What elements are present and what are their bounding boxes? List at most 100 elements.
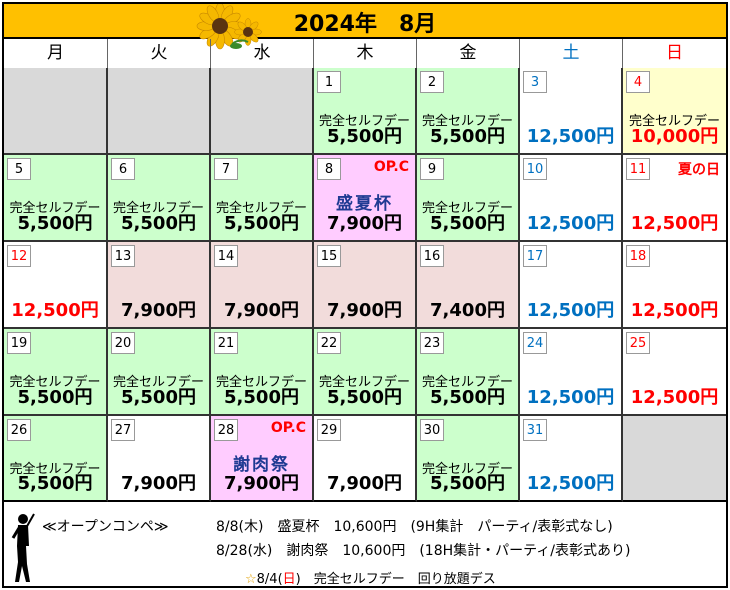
footer-note-date: 8/4( (256, 572, 283, 587)
day-number: 15 (317, 245, 341, 267)
day-price: 5,500円 (224, 387, 299, 408)
day-price: 12,500円 (630, 300, 719, 321)
day-price: 12,500円 (526, 473, 615, 494)
day-price: 5,500円 (430, 126, 505, 147)
day-cell: 29 7,900円 (314, 416, 417, 502)
day-number: 13 (111, 245, 135, 267)
day-price: 5,500円 (224, 213, 299, 234)
day-cell: 8 OP.C 盛夏杯 7,900円 (314, 155, 417, 242)
day-label: 完全セルフデー (9, 201, 101, 216)
day-number: 28 (214, 419, 238, 441)
day-price: 7,900円 (121, 300, 196, 321)
day-cell: 28 OP.C 謝肉祭 7,900円 (211, 416, 314, 502)
day-cell: 22 完全セルフデー 5,500円 (314, 329, 417, 416)
day-number: 11 (626, 158, 650, 180)
weekday-label: 月 (4, 39, 108, 68)
day-label: 完全セルフデー (9, 375, 101, 390)
day-label: 完全セルフデー (9, 462, 101, 477)
day-cell: 11 夏の日 12,500円 (623, 155, 726, 242)
day-number: 24 (523, 332, 547, 354)
day-label: 完全セルフデー (215, 201, 307, 216)
day-price: 5,500円 (121, 387, 196, 408)
weekday-label: 火 (108, 39, 211, 68)
day-number: 29 (317, 419, 341, 441)
empty-cell (623, 416, 726, 502)
day-number: 3 (523, 71, 547, 93)
sunflower-icon (196, 2, 276, 58)
day-cell: 2 完全セルフデー 5,500円 (417, 68, 520, 155)
day-cell: 16 7,400円 (417, 242, 520, 329)
day-cell: 1 完全セルフデー 5,500円 (314, 68, 417, 155)
day-cell: 6 完全セルフデー 5,500円 (108, 155, 211, 242)
day-tag: 夏の日 (678, 162, 720, 178)
compe-line-1: 8/8(木) 盛夏杯 10,600円 (9H集計 パーティ/表彰式なし) (216, 519, 613, 535)
weekday-label: 金 (417, 39, 520, 68)
day-cell: 17 12,500円 (520, 242, 623, 329)
day-price: 7,900円 (327, 213, 402, 234)
day-cell: 10 12,500円 (520, 155, 623, 242)
day-label: 完全セルフデー (421, 201, 513, 216)
weekday-label: 木 (314, 39, 417, 68)
day-tag: OP.C (373, 159, 409, 175)
day-number: 20 (111, 332, 135, 354)
star-icon: ☆ (245, 572, 257, 587)
footer-note-sunday: 日 (282, 572, 296, 587)
day-number: 23 (420, 332, 444, 354)
day-cell: 24 12,500円 (520, 329, 623, 416)
day-price: 12,500円 (526, 213, 615, 234)
day-number: 4 (626, 71, 650, 93)
day-price: 7,900円 (224, 300, 299, 321)
day-cell: 5 完全セルフデー 5,500円 (4, 155, 108, 242)
day-price: 5,500円 (17, 387, 93, 408)
day-number: 9 (420, 158, 444, 180)
day-cell: 27 7,900円 (108, 416, 211, 502)
day-number: 17 (523, 245, 547, 267)
day-price: 5,500円 (327, 126, 402, 147)
day-cell: 13 7,900円 (108, 242, 211, 329)
footer-note: ☆8/4(日) 完全セルフデー 回り放題デス (245, 568, 496, 587)
event-name: 盛夏杯 (336, 194, 393, 214)
weekday-header: 月火水木金土 日 (4, 39, 726, 70)
day-number: 8 (317, 158, 341, 180)
day-cell: 15 7,900円 (314, 242, 417, 329)
empty-cell (108, 68, 211, 155)
day-price: 5,500円 (17, 213, 93, 234)
day-cell: 21 完全セルフデー 5,500円 (211, 329, 314, 416)
day-number: 7 (214, 158, 238, 180)
day-number: 25 (626, 332, 650, 354)
day-cell: 26 完全セルフデー 5,500円 (4, 416, 108, 502)
compe-line-2: 8/28(水) 謝肉祭 10,600円 (18H集計・パーティ/表彰式あり) (216, 543, 631, 559)
day-label: 完全セルフデー (318, 114, 410, 129)
day-number: 31 (523, 419, 547, 441)
day-cell: 20 完全セルフデー 5,500円 (108, 329, 211, 416)
day-price: 7,900円 (224, 473, 299, 494)
day-price: 5,500円 (17, 473, 93, 494)
day-cell: 30 完全セルフデー 5,500円 (417, 416, 520, 502)
day-number: 14 (214, 245, 238, 267)
day-number: 26 (7, 419, 31, 441)
day-price: 7,900円 (121, 473, 196, 494)
day-number: 6 (111, 158, 135, 180)
page-title: 2024年 8月 (293, 12, 437, 37)
empty-cell (211, 68, 314, 155)
day-price: 12,500円 (630, 387, 719, 408)
day-price: 12,500円 (526, 126, 615, 147)
day-price: 10,000円 (630, 126, 719, 147)
day-number: 22 (317, 332, 341, 354)
day-cell: 23 完全セルフデー 5,500円 (417, 329, 520, 416)
day-cell: 19 完全セルフデー 5,500円 (4, 329, 108, 416)
day-number: 10 (523, 158, 547, 180)
day-cell: 7 完全セルフデー 5,500円 (211, 155, 314, 242)
day-price: 12,500円 (526, 387, 615, 408)
day-price: 12,500円 (630, 213, 719, 234)
event-name: 謝肉祭 (233, 455, 290, 475)
day-label: 完全セルフデー (628, 114, 720, 129)
day-price: 12,500円 (11, 300, 99, 321)
day-cell: 9 完全セルフデー 5,500円 (417, 155, 520, 242)
day-cell: 3 12,500円 (520, 68, 623, 155)
day-cell: 12 12,500円 (4, 242, 108, 329)
day-number: 27 (111, 419, 135, 441)
day-cell: 31 12,500円 (520, 416, 623, 502)
day-price: 5,500円 (430, 213, 505, 234)
